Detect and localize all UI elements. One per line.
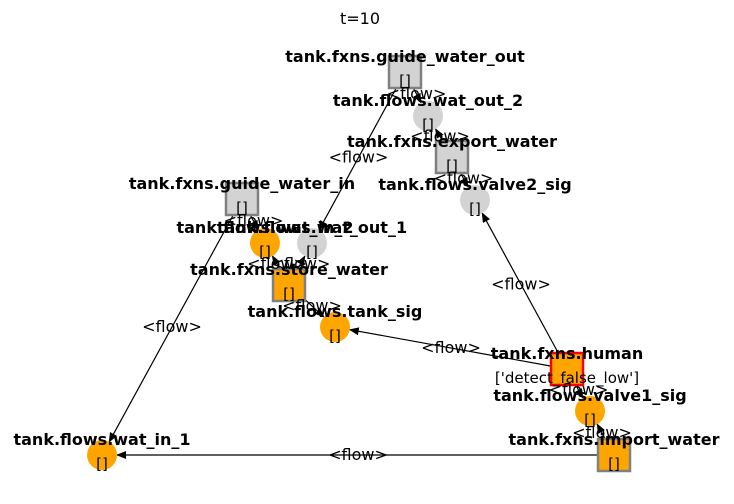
edges-layer [108, 87, 606, 459]
node-state-valve2-sig: [] [469, 200, 481, 218]
node-label-tank-sig: tank.flows.tank_sig [248, 302, 423, 321]
edge-guide-water-in-to-wat-in-2 [249, 214, 259, 231]
edge-labels-layer: <flow><flow><flow><flow><flow><flow><flo… [142, 84, 632, 464]
edge-store-water-to-tank-sig [304, 299, 325, 318]
edge-label: <flow> [328, 445, 388, 464]
edge-guide-water-in-to-wat-in-1 [108, 214, 234, 443]
edge-label: <flow> [329, 148, 389, 167]
edge-label: <flow> [387, 84, 447, 103]
node-label-wat-in-1: tank.flows.wat_in_1 [13, 430, 190, 449]
node-state-tank-sig: [] [329, 327, 341, 345]
flow-node-tank-sig[interactable] [320, 312, 350, 342]
node-state-valve1-sig: [] [584, 411, 596, 429]
edge-import-water-to-valve1-sig [596, 423, 606, 440]
nodes-layer [87, 54, 632, 473]
edge-guide-water-out-to-wat-out-1 [318, 87, 397, 231]
function-node-human[interactable] [549, 351, 585, 387]
node-label-wat-out-2: tank.flows.wat_out_2 [333, 91, 523, 110]
flow-node-valve2-sig[interactable] [460, 185, 490, 215]
edge-store-water-to-wat-in-2 [271, 255, 281, 270]
flow-node-wat-in-1[interactable] [87, 440, 117, 470]
node-label-wat-in-2: tank.flows.wat_in_2 [176, 218, 353, 237]
node-state-human: ['detect_false_low'] [495, 369, 639, 388]
edge-label: <flow> [224, 211, 284, 230]
node-label-wat-out-1: tank.flows.wat_out_1 [217, 218, 407, 237]
edge-label: <flow> [271, 254, 331, 273]
edge-guide-water-out-to-wat-out-2 [412, 87, 422, 104]
edge-human-to-tank-sig [348, 327, 552, 367]
node-state-wat-out-1: [] [306, 243, 318, 261]
node-label-human: tank.fxns.human [491, 344, 643, 363]
node-state-export-water: [] [446, 157, 458, 175]
node-label-store-water: tank.fxns.store_water [190, 260, 388, 279]
edge-label: <flow> [434, 169, 494, 188]
edge-export-water-to-valve2-sig [460, 172, 469, 188]
node-state-guide-water-in: [] [236, 199, 248, 217]
edge-human-to-valve1-sig [574, 384, 584, 399]
edge-label: <flow> [572, 423, 632, 442]
node-state-wat-in-2: [] [259, 243, 271, 261]
edge-store-water-to-wat-out-1 [296, 255, 306, 270]
flow-node-wat-out-1[interactable] [297, 228, 327, 258]
node-state-wat-out-2: [] [422, 116, 434, 134]
edge-label: <flow> [282, 296, 342, 315]
node-label-import-water: tank.fxns.import_water [509, 430, 720, 449]
flow-node-valve1-sig[interactable] [575, 396, 605, 426]
function-node-guide-water-out[interactable] [387, 54, 423, 90]
flow-node-wat-in-2[interactable] [250, 228, 280, 258]
edge-label: <flow> [410, 127, 470, 146]
node-label-export-water: tank.fxns.export_water [347, 132, 557, 151]
node-label-valve2-sig: tank.flows.valve2_sig [378, 175, 571, 194]
edge-label: <flow> [549, 380, 609, 399]
node-label-guide-water-out: tank.fxns.guide_water_out [285, 47, 525, 66]
node-state-guide-water-out: [] [399, 72, 411, 90]
node-state-store-water: [] [283, 285, 295, 303]
diagram-title: t=10 [340, 9, 380, 28]
node-state-import-water: [] [608, 455, 620, 473]
function-node-guide-water-in[interactable] [224, 181, 260, 217]
flow-node-wat-out-2[interactable] [413, 101, 443, 131]
edge-label: <flow> [142, 317, 202, 336]
edge-label: <flow> [491, 275, 551, 294]
node-label-guide-water-in: tank.fxns.guide_water_in [129, 174, 355, 193]
node-state-wat-in-1: [] [96, 455, 108, 473]
function-node-import-water[interactable] [596, 437, 632, 473]
edge-export-water-to-wat-out-2 [435, 128, 444, 142]
edge-label: <flow> [421, 338, 481, 357]
node-label-valve1-sig: tank.flows.valve1_sig [493, 386, 686, 405]
function-node-store-water[interactable] [271, 267, 307, 303]
function-node-export-water[interactable] [434, 139, 470, 175]
node-labels-layer: tank.fxns.guide_water_out[]tank.flows.wa… [13, 47, 719, 473]
edge-human-to-valve2-sig [481, 212, 559, 354]
edge-label: <flow> [247, 254, 307, 273]
